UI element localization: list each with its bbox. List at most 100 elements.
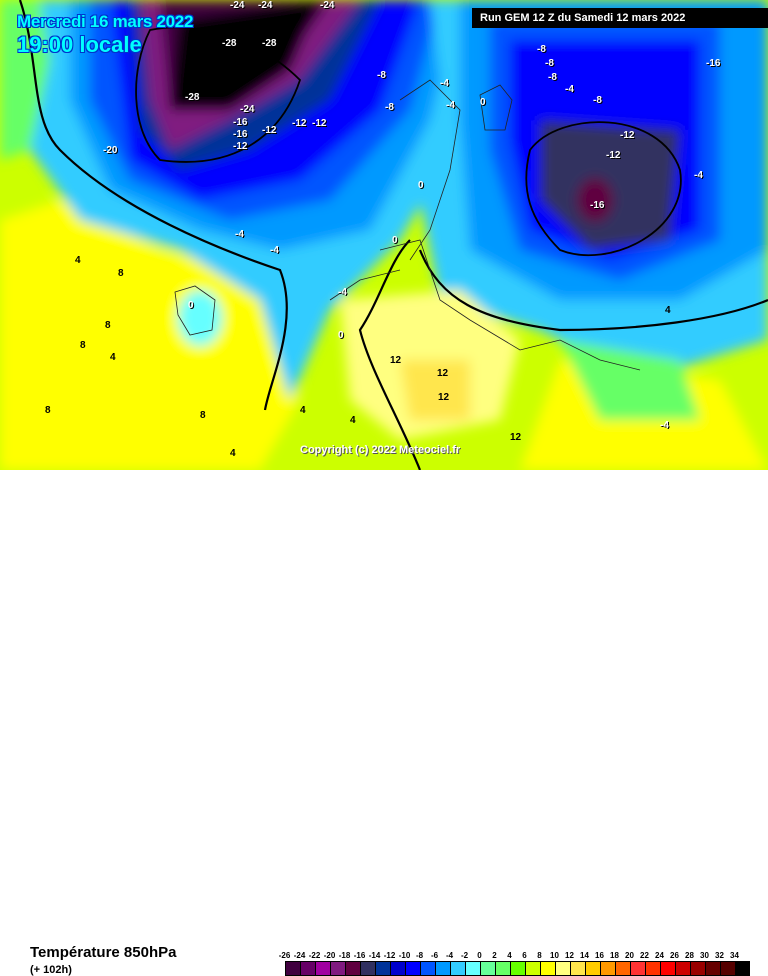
isotherm-label: -16 xyxy=(706,58,721,69)
legend-label: -2 xyxy=(460,951,469,960)
legend-label: -26 xyxy=(278,951,291,960)
model-run-info: Run GEM 12 Z du Samedi 12 mars 2022 xyxy=(472,8,768,28)
legend-swatch xyxy=(480,961,495,976)
legend-label: 28 xyxy=(685,951,694,960)
legend-swatch xyxy=(435,961,450,976)
legend-swatch xyxy=(465,961,480,976)
legend-swatch xyxy=(285,961,300,976)
legend-label: 4 xyxy=(507,951,512,960)
legend-swatch xyxy=(705,961,720,976)
legend-swatch xyxy=(570,961,585,976)
legend-label: 16 xyxy=(595,951,604,960)
legend-swatch xyxy=(630,961,645,976)
legend-label: 24 xyxy=(655,951,664,960)
legend-label: -10 xyxy=(398,951,411,960)
legend-swatch xyxy=(375,961,390,976)
footer: Température 850hPa (+ 102h) -26 -24 -22 -20… xyxy=(0,470,768,976)
isotherm-label: -8 xyxy=(537,44,546,55)
legend-swatch xyxy=(390,961,405,976)
legend-swatch xyxy=(405,961,420,976)
isotherm-label: -4 xyxy=(270,245,279,256)
temperature-field xyxy=(0,0,768,470)
legend-label: 20 xyxy=(625,951,634,960)
legend-swatch xyxy=(495,961,510,976)
legend-label: 6 xyxy=(522,951,527,960)
isotherm-label: -12 xyxy=(233,141,248,152)
isotherm-label: -8 xyxy=(385,102,394,113)
isotherm-label: -24 xyxy=(320,0,335,11)
isotherm-label: 12 xyxy=(438,392,450,403)
isotherm-label: -12 xyxy=(606,150,621,161)
legend-label: 26 xyxy=(670,951,679,960)
legend-swatch xyxy=(660,961,675,976)
isotherm-label: -12 xyxy=(620,130,635,141)
legend-swatch xyxy=(720,961,735,976)
legend-entry: 34 xyxy=(730,950,750,976)
legend-swatch xyxy=(360,961,375,976)
isotherm-label: -12 xyxy=(262,125,277,136)
isotherm-label: 0 xyxy=(338,330,344,341)
isotherm-label: -4 xyxy=(338,287,347,298)
isotherm-label: -16 xyxy=(590,200,605,211)
isotherm-label: 4 xyxy=(75,255,81,266)
isotherm-label: -8 xyxy=(548,72,557,83)
legend-swatch xyxy=(345,961,360,976)
lead-time: (+ 102h) xyxy=(30,964,72,976)
isotherm-label: 0 xyxy=(392,235,398,246)
isotherm-label: -4 xyxy=(660,420,669,431)
isotherm-label: 8 xyxy=(45,405,51,416)
isotherm-label: 4 xyxy=(110,352,116,363)
legend-label: 34 xyxy=(730,951,739,960)
legend-label: -12 xyxy=(383,951,396,960)
isotherm-label: -4 xyxy=(565,84,574,95)
temperature-map: -28 -28 -28 -24 -24 -24 -24 -16 -16 -12 -12 -12 -12-… xyxy=(0,0,768,470)
parameter-title: Température 850hPa xyxy=(30,944,177,961)
legend-label: -4 xyxy=(445,951,454,960)
isotherm-label: -24 xyxy=(258,0,273,11)
legend-label: -16 xyxy=(353,951,366,960)
isotherm-label: 0 xyxy=(418,180,424,191)
legend-label: 0 xyxy=(477,951,482,960)
legend-label: 8 xyxy=(537,951,542,960)
legend-label: 14 xyxy=(580,951,589,960)
legend-swatch xyxy=(525,961,540,976)
legend-swatch xyxy=(300,961,315,976)
isotherm-label: -12 xyxy=(292,118,307,129)
isotherm-label: -4 xyxy=(235,229,244,240)
isotherm-label: 4 xyxy=(230,448,236,459)
legend-swatch xyxy=(315,961,330,976)
color-legend: -26 -24 -22 -20 -18 -16 -14 -12 -10 -8 -6 -4 -2 0 2 4 6 8… xyxy=(279,950,750,976)
legend-label: 10 xyxy=(550,951,559,960)
isotherm-label: -28 xyxy=(222,38,237,49)
isotherm-label: 12 xyxy=(510,432,522,443)
legend-label: 32 xyxy=(715,951,724,960)
isotherm-label: 0 xyxy=(188,300,194,311)
isotherm-label: 0 xyxy=(480,97,486,108)
isotherm-label: -16 xyxy=(233,117,248,128)
legend-label: 22 xyxy=(640,951,649,960)
isotherm-label: 8 xyxy=(200,410,206,421)
legend-swatch xyxy=(690,961,705,976)
legend-label: 18 xyxy=(610,951,619,960)
legend-label: -6 xyxy=(430,951,439,960)
isotherm-label: -24 xyxy=(240,104,255,115)
isotherm-label: 8 xyxy=(118,268,124,279)
isotherm-label: -28 xyxy=(185,92,200,103)
isotherm-label: -4 xyxy=(446,100,455,111)
legend-label: -20 xyxy=(323,951,336,960)
legend-swatch xyxy=(675,961,690,976)
legend-label: -8 xyxy=(415,951,424,960)
legend-swatch xyxy=(615,961,630,976)
legend-swatch xyxy=(330,961,345,976)
legend-label: -14 xyxy=(368,951,381,960)
isotherm-label: -4 xyxy=(694,170,703,181)
isotherm-label: -8 xyxy=(593,95,602,106)
legend-swatch xyxy=(450,961,465,976)
forecast-time: 19:00 locale xyxy=(17,32,142,57)
forecast-date: Mercredi 16 mars 2022 xyxy=(17,12,194,31)
legend-swatch xyxy=(645,961,660,976)
isotherm-label: -28 xyxy=(262,38,277,49)
legend-swatch xyxy=(420,961,435,976)
isotherm-label: -4 xyxy=(440,78,449,89)
legend-swatch xyxy=(555,961,570,976)
